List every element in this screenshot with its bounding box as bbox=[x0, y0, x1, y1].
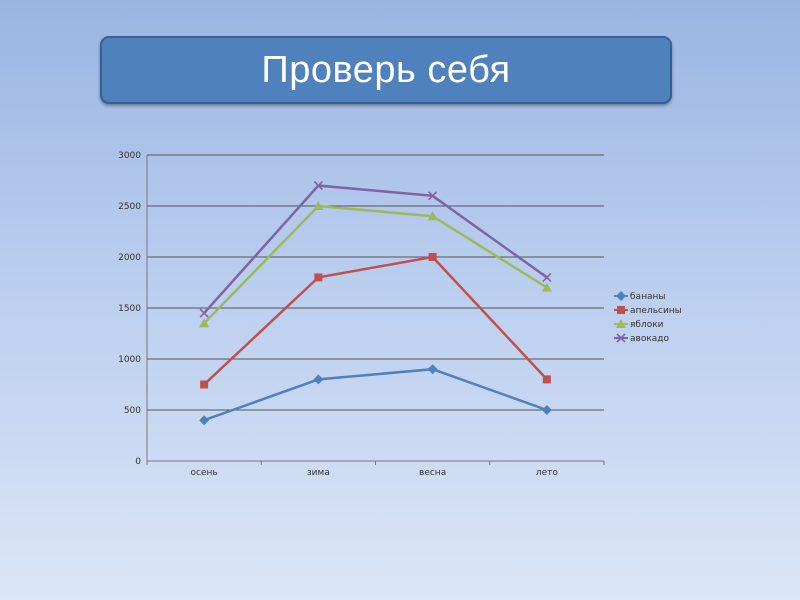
data-point bbox=[199, 415, 210, 426]
x-tick-label: весна bbox=[419, 468, 446, 478]
x-tick-label: лето bbox=[536, 468, 559, 478]
series-line-1 bbox=[203, 255, 548, 386]
y-tick-label: 2000 bbox=[118, 253, 141, 263]
y-tick-label: 2500 bbox=[118, 202, 141, 212]
data-point bbox=[542, 375, 551, 384]
data-point bbox=[541, 282, 552, 292]
x-tick-label: осень bbox=[191, 468, 218, 478]
data-point bbox=[199, 318, 210, 328]
data-point bbox=[427, 364, 438, 375]
legend-marker bbox=[616, 291, 626, 301]
data-point bbox=[427, 211, 438, 221]
legend-label: авокадо bbox=[630, 334, 669, 344]
data-point bbox=[313, 201, 324, 210]
legend-marker bbox=[617, 306, 625, 314]
y-tick-label: 1500 bbox=[118, 304, 141, 314]
series-line-3 bbox=[203, 184, 548, 314]
series-line-0 bbox=[203, 367, 548, 422]
x-tick-label: зима bbox=[307, 468, 330, 478]
legend-marker bbox=[616, 333, 626, 343]
slide-title: Проверь себя bbox=[261, 48, 511, 91]
y-tick-label: 3000 bbox=[118, 151, 141, 161]
title-banner: Проверь себя bbox=[100, 36, 672, 104]
data-point bbox=[428, 191, 438, 201]
data-point bbox=[314, 273, 323, 282]
data-point bbox=[428, 253, 437, 261]
data-point bbox=[313, 374, 324, 385]
data-point bbox=[542, 272, 552, 282]
series-line-2 bbox=[203, 204, 548, 325]
y-tick-label: 500 bbox=[124, 406, 141, 416]
data-point bbox=[541, 405, 552, 415]
data-point bbox=[199, 308, 209, 318]
y-tick-label: 0 bbox=[135, 457, 141, 467]
data-point bbox=[313, 181, 323, 191]
y-tick-label: 1000 bbox=[118, 355, 141, 365]
legend-label: апельсины bbox=[630, 306, 682, 316]
legend-label: яблоки bbox=[630, 320, 664, 330]
legend-label: бананы bbox=[630, 292, 665, 302]
legend-marker bbox=[616, 319, 626, 328]
data-point bbox=[200, 380, 209, 389]
